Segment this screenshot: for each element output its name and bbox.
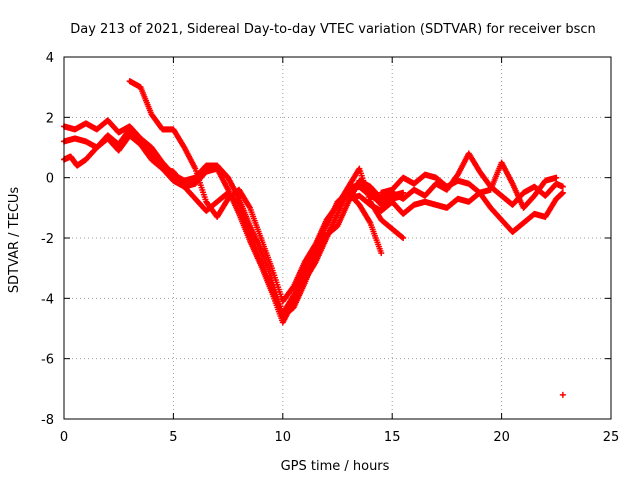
y-tick-label: -6 xyxy=(41,353,54,368)
y-tick-label: 0 xyxy=(46,172,54,187)
x-tick-label: 0 xyxy=(60,430,68,445)
data-points xyxy=(61,78,566,398)
x-tick-label: 20 xyxy=(493,430,510,445)
y-tick-label: 2 xyxy=(46,111,54,126)
y-tick-label: -2 xyxy=(41,232,54,247)
x-tick-label: 5 xyxy=(169,430,177,445)
y-tick-label: -8 xyxy=(41,413,54,428)
grid-lines xyxy=(64,57,611,419)
chart-title: Day 213 of 2021, Sidereal Day-to-day VTE… xyxy=(70,22,596,37)
x-axis-label: GPS time / hours xyxy=(281,459,390,474)
track-c-point xyxy=(400,235,407,241)
x-tick-label: 15 xyxy=(384,430,401,445)
y-tick-label: 4 xyxy=(46,51,54,66)
y-tick-label: -4 xyxy=(41,292,54,307)
x-axis-ticks: 0 5 10 15 20 25 xyxy=(60,57,619,445)
x-tick-label: 10 xyxy=(275,430,292,445)
x-tick-label: 25 xyxy=(603,430,620,445)
outlier-point xyxy=(559,391,566,398)
y-axis-label: SDTVAR / TECUs xyxy=(7,187,22,294)
